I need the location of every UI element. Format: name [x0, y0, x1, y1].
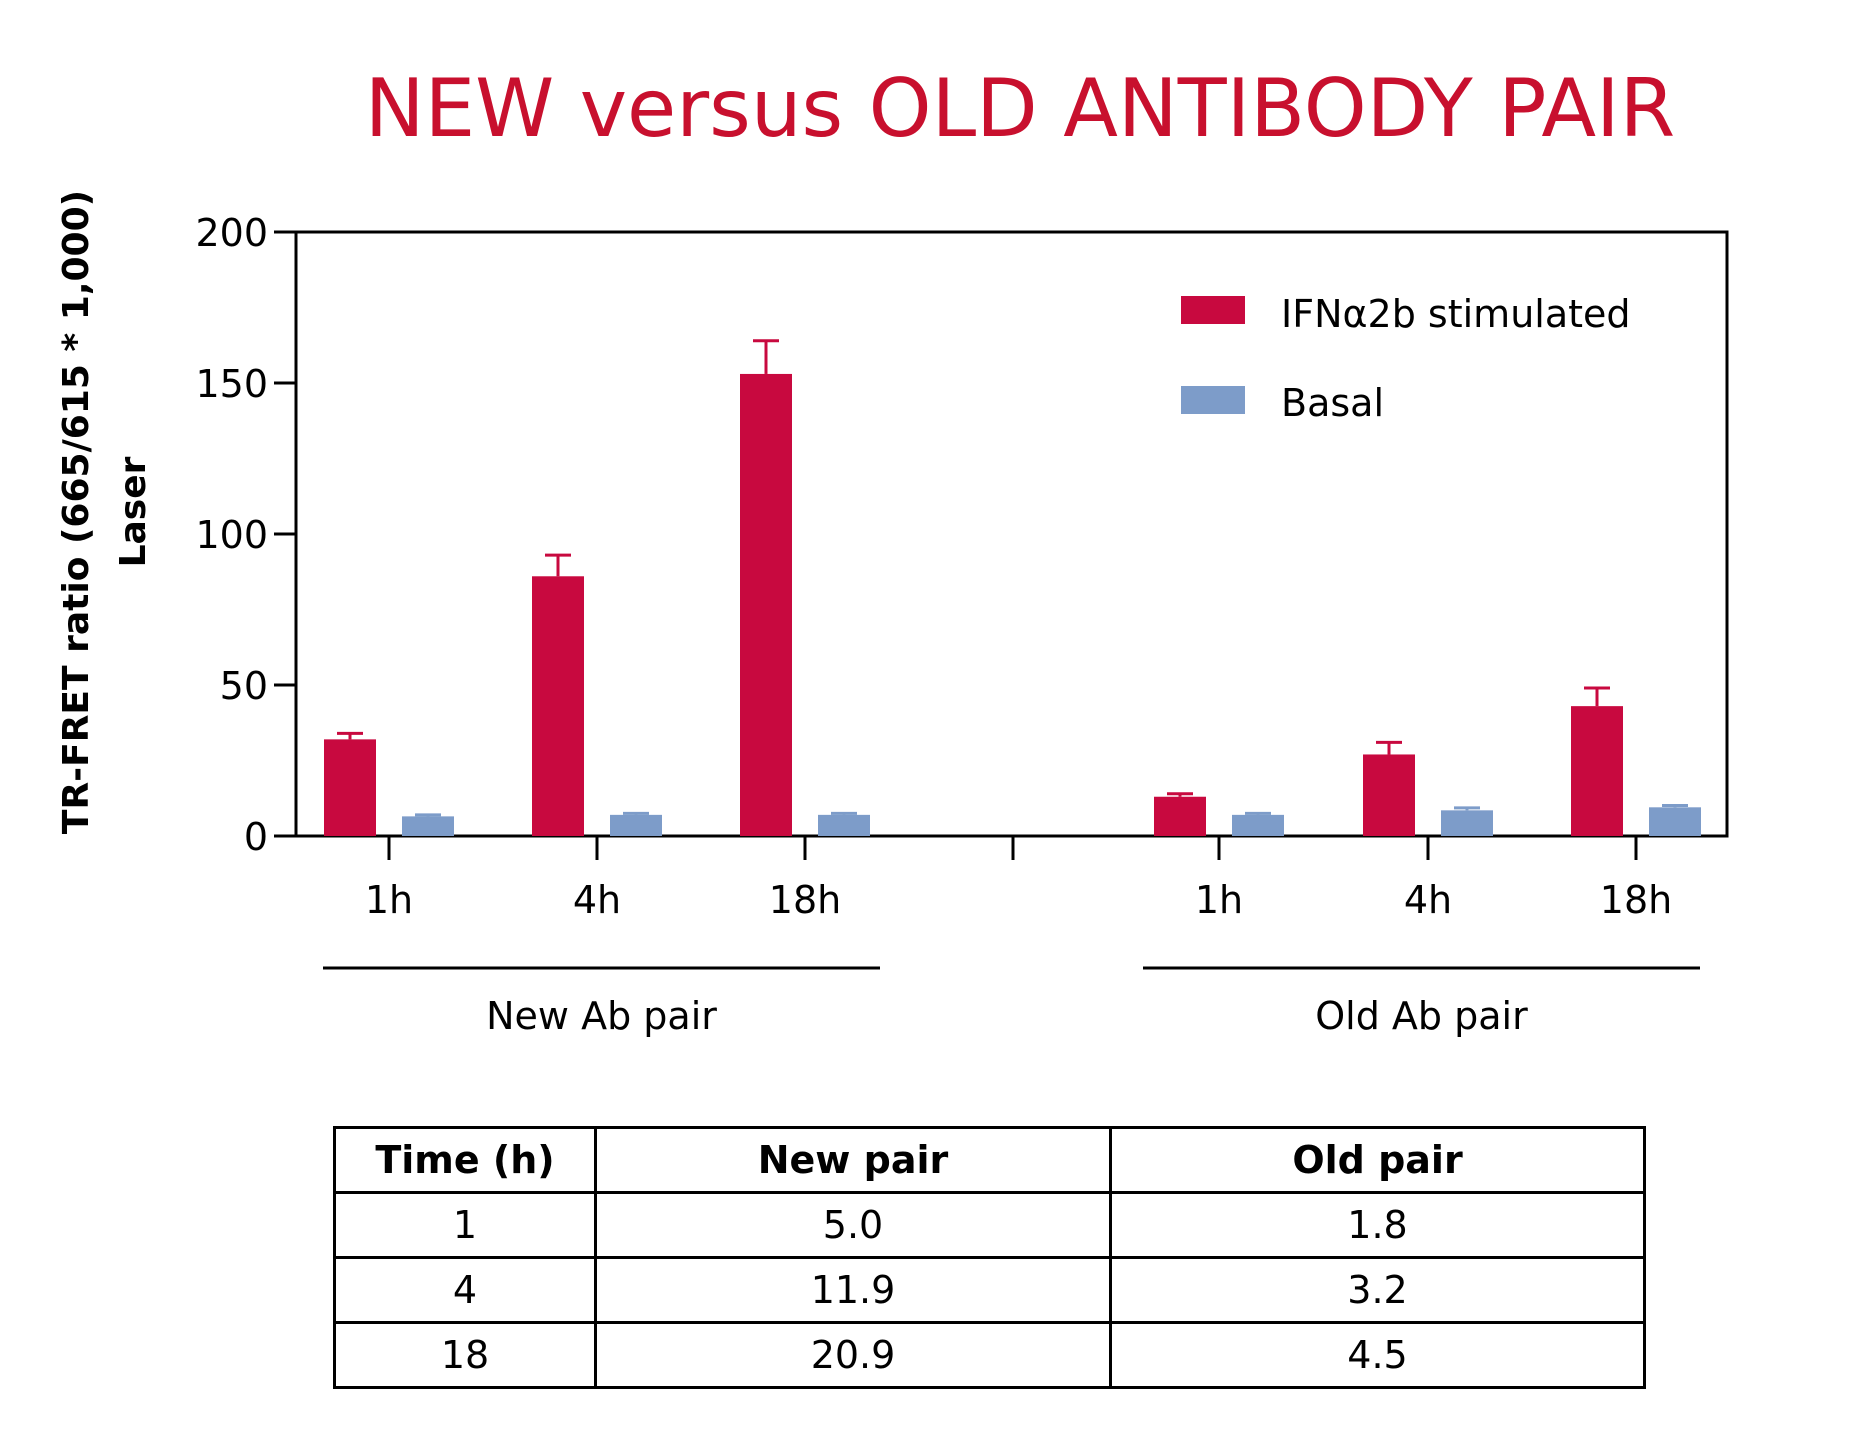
- bar: [818, 814, 870, 836]
- group-label: Old Ab pair: [1315, 994, 1528, 1038]
- bar: [1154, 796, 1206, 836]
- x-tick-label: 4h: [573, 878, 621, 922]
- table-row: 18 20.9 4.5: [333, 1321, 1646, 1389]
- legend-label-stimulated: IFNα2b stimulated: [1281, 292, 1631, 336]
- table-cell: 5.0: [594, 1191, 1112, 1259]
- table-header-time: Time (h): [333, 1126, 597, 1194]
- table-row: 1 5.0 1.8: [333, 1191, 1646, 1259]
- x-tick-label: 18h: [769, 878, 841, 922]
- bar: [532, 576, 584, 836]
- bar: [402, 816, 454, 836]
- bar: [610, 814, 662, 836]
- table-cell: 3.2: [1109, 1256, 1646, 1324]
- group-labels: New Ab pair Old Ab pair: [323, 966, 1700, 1038]
- table-header-row: Time (h) New pair Old pair: [333, 1126, 1646, 1194]
- y-tick-label: 0: [244, 815, 268, 859]
- bar: [1571, 706, 1623, 836]
- table-header-new-pair: New pair: [594, 1126, 1112, 1194]
- bar: [740, 373, 792, 836]
- table-header-old-pair: Old pair: [1109, 1126, 1646, 1194]
- table-cell: 4.5: [1109, 1321, 1646, 1389]
- bar: [324, 739, 376, 836]
- y-axis: 0 50 100 150 200: [195, 211, 296, 859]
- y-axis-label: TR-FRET ratio (665/615 * 1,000) Laser: [56, 190, 154, 834]
- y-tick-label: 100: [195, 513, 268, 557]
- legend-swatch-stimulated: [1181, 296, 1245, 324]
- table-cell: 11.9: [594, 1256, 1112, 1324]
- chart-title: NEW versus OLD ANTIBODY PAIR: [365, 62, 1675, 155]
- bar: [1232, 814, 1284, 836]
- x-tick-label: 18h: [1600, 878, 1672, 922]
- y-axis-label-line-2: Laser: [113, 456, 154, 567]
- table-cell: 1: [333, 1191, 597, 1259]
- y-tick-label: 200: [195, 211, 268, 255]
- group-label: New Ab pair: [486, 994, 717, 1038]
- summary-table: Time (h) New pair Old pair 1 5.0 1.8 4 1…: [333, 1126, 1646, 1389]
- table-cell: 4: [333, 1256, 597, 1324]
- y-axis-label-line-1: TR-FRET ratio (665/615 * 1,000): [56, 190, 97, 834]
- y-tick-label: 150: [195, 362, 268, 406]
- bars: [324, 339, 1701, 836]
- x-tick-label: 1h: [365, 878, 413, 922]
- bar: [1649, 807, 1701, 836]
- y-tick-label: 50: [220, 664, 268, 708]
- x-tick-label: 4h: [1404, 878, 1452, 922]
- table-cell: 18: [333, 1321, 597, 1389]
- legend: IFNα2b stimulated Basal: [1181, 292, 1631, 425]
- bar: [1441, 810, 1493, 836]
- x-axis: 1h 4h 18h 1h 4h 18h: [365, 836, 1672, 922]
- table-cell: 1.8: [1109, 1191, 1646, 1259]
- table-row: 4 11.9 3.2: [333, 1256, 1646, 1324]
- legend-swatch-basal: [1181, 386, 1245, 414]
- table-cell: 20.9: [594, 1321, 1112, 1389]
- bar: [1363, 754, 1415, 836]
- legend-label-basal: Basal: [1281, 381, 1384, 425]
- x-tick-label: 1h: [1195, 878, 1243, 922]
